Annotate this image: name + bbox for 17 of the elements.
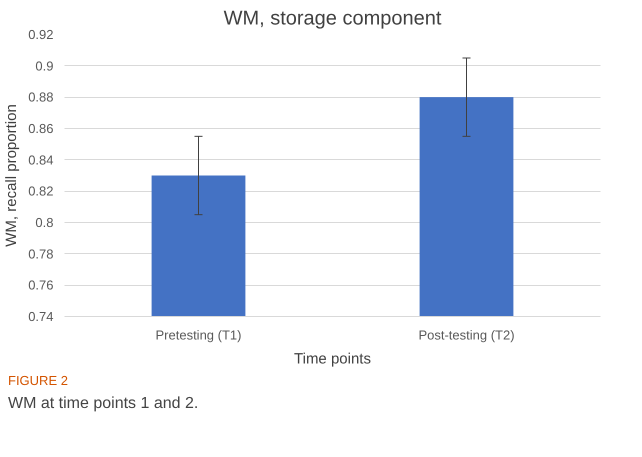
y-tick-label: 0.92 [28,27,54,42]
y-tick-label: 0.74 [28,309,54,324]
chart-title: WM, storage component [224,8,442,30]
x-tick-label: Post-testing (T2) [418,328,515,342]
x-tick-label: Pretesting (T1) [156,328,242,342]
y-tick-label: 0.84 [28,152,54,168]
text: WM at time points 1 and 2. [8,394,198,414]
y-tick-label: 0.9 [35,58,54,74]
y-axis-title: WM, recall proportion [3,104,20,247]
y-tick-label: 0.76 [28,278,54,293]
y-tick-label: 0.86 [28,121,54,136]
caption: FIGURE 2 [8,372,68,390]
y-tick-label: 0.78 [28,246,54,262]
x-axis-title: Time points [294,350,371,368]
y-tick-label: 0.82 [28,184,54,199]
y-tick-label: 0.8 [35,215,54,230]
y-tick-label: 0.88 [28,90,54,105]
